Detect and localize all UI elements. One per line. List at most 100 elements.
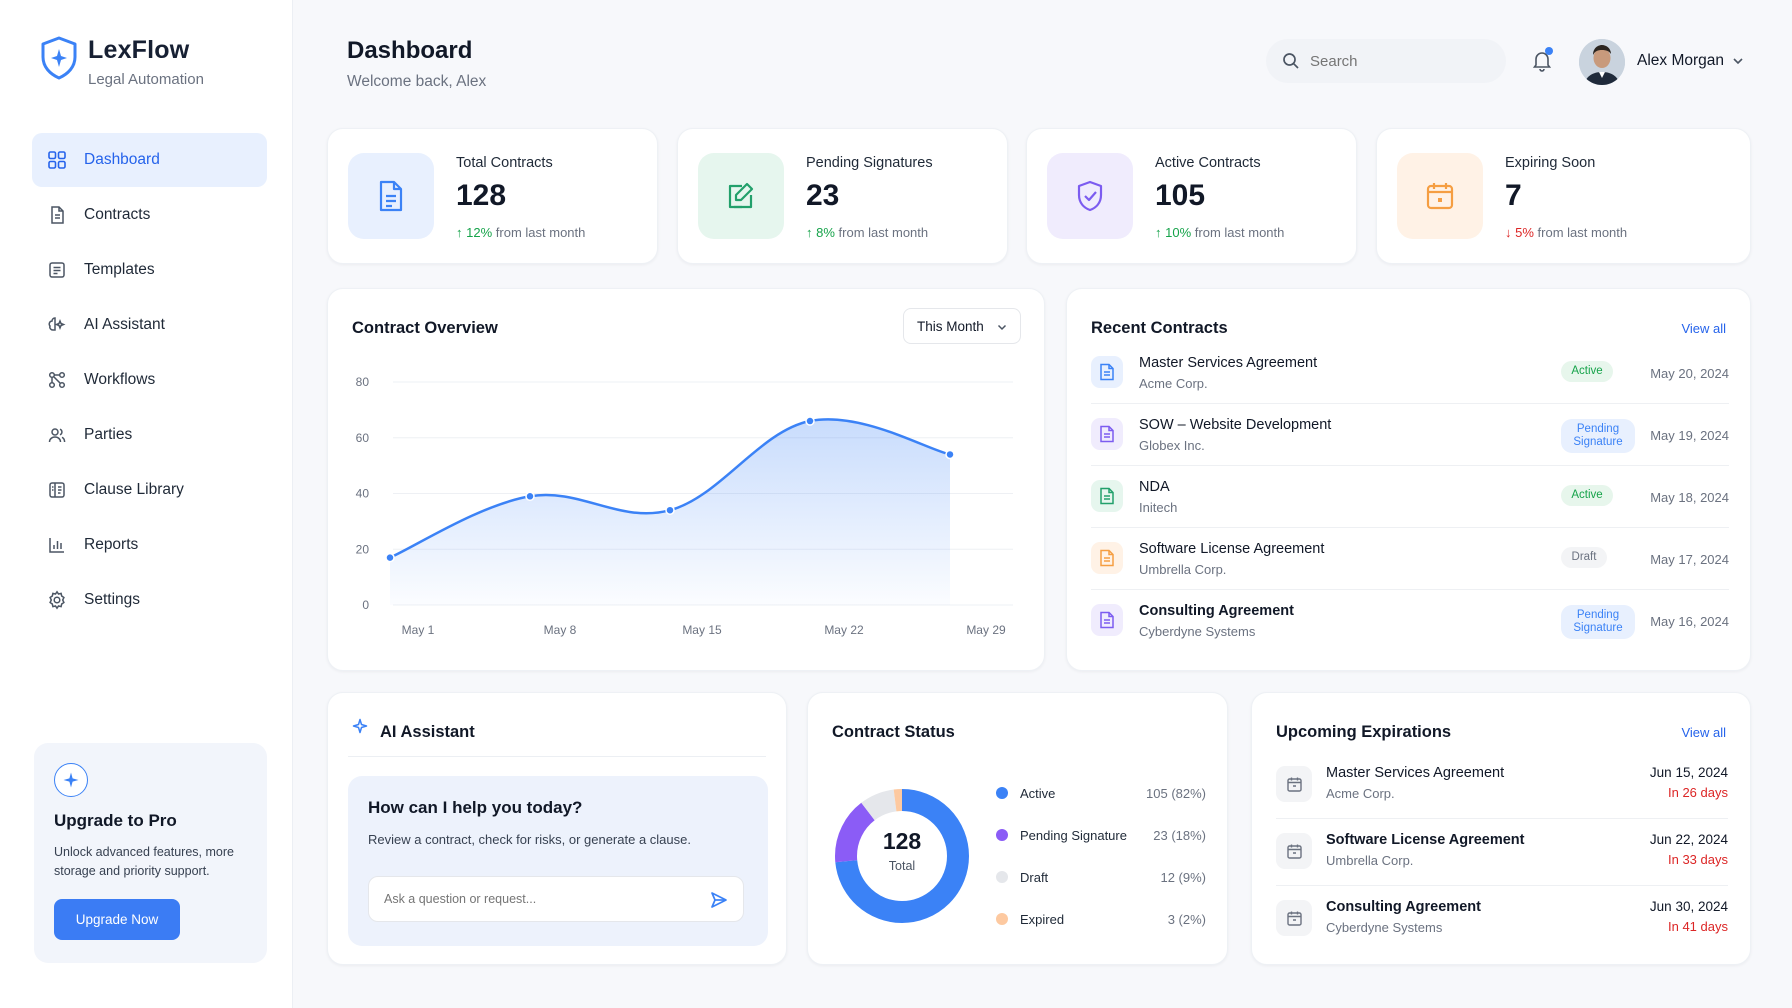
view-all-link[interactable]: View all <box>1681 725 1726 740</box>
table-row[interactable]: SOW – Website Development Globex Inc. Pe… <box>1091 404 1729 466</box>
stat-label: Pending Signatures <box>806 155 933 171</box>
document-icon <box>1091 480 1123 512</box>
sidebar-item-workflows[interactable]: Workflows <box>32 353 267 407</box>
sidebar-item-label: Workflows <box>84 371 156 388</box>
brand[interactable]: LexFlow Legal Automation <box>40 36 204 88</box>
sidebar-item-parties[interactable]: Parties <box>32 408 267 462</box>
library-icon <box>46 479 68 501</box>
contract-name: Master Services Agreement <box>1139 355 1318 371</box>
stat-change-suffix: from last month <box>495 225 586 240</box>
sparkle-icon <box>352 718 368 734</box>
ai-question-input[interactable] <box>384 892 684 906</box>
range-dropdown[interactable]: This Month <box>903 308 1021 344</box>
shield-check-icon <box>1047 153 1133 239</box>
avatar[interactable] <box>1579 39 1625 85</box>
sidebar-item-label: Dashboard <box>84 151 160 168</box>
contract-date: May 17, 2024 <box>1650 552 1729 567</box>
legend-value: 12 (9%) <box>1160 870 1206 885</box>
status-badge: Active <box>1561 361 1613 382</box>
upgrade-now-button[interactable]: Upgrade Now <box>54 899 180 940</box>
workflow-icon <box>46 369 68 391</box>
stat-card-expiring-soon[interactable]: Expiring Soon 7 ↓ 5% from last month <box>1376 128 1751 264</box>
card-title: Contract Status <box>832 723 955 741</box>
upcoming-expirations-card: Upcoming Expirations View all Master Ser… <box>1251 692 1751 965</box>
status-badge: Draft <box>1561 547 1607 568</box>
sidebar-item-contracts[interactable]: Contracts <box>32 188 267 242</box>
contract-overview-chart: 0 20 40 60 80 May 1 May 8 May 15 May 22 May 29 <box>356 375 1013 637</box>
list-item[interactable]: Consulting Agreement Cyberdyne Systems J… <box>1276 886 1728 953</box>
brand-subtitle: Legal Automation <box>88 71 204 88</box>
grid-icon <box>46 149 68 171</box>
y-tick-label: 80 <box>356 375 370 389</box>
chart-data-point <box>805 416 815 426</box>
expiration-countdown: In 41 days <box>1668 919 1728 934</box>
contract-name: SOW – Website Development <box>1139 417 1332 433</box>
card-title: Contract Overview <box>352 319 498 337</box>
search-box[interactable] <box>1266 39 1506 83</box>
stat-label: Expiring Soon <box>1505 155 1596 171</box>
stat-card-active-contracts[interactable]: Active Contracts 105 ↑ 10% from last mon… <box>1026 128 1357 264</box>
legend-dot <box>996 913 1008 925</box>
sidebar-item-clause-library[interactable]: Clause Library <box>32 463 267 517</box>
calendar-icon <box>1276 766 1312 802</box>
contract-date: May 19, 2024 <box>1650 428 1729 443</box>
view-all-link[interactable]: View all <box>1681 321 1726 336</box>
x-tick-label: May 1 <box>402 623 435 637</box>
document-icon <box>1091 356 1123 388</box>
sidebar-item-label: Templates <box>84 261 155 278</box>
recent-contracts-card: Recent Contracts View all Master Service… <box>1066 288 1751 671</box>
sidebar-item-reports[interactable]: Reports <box>32 518 267 572</box>
stat-change: ↑ 8% from last month <box>806 225 928 240</box>
bar-chart-icon <box>46 534 68 556</box>
contract-date: May 16, 2024 <box>1650 614 1729 629</box>
page-subtitle: Welcome back, Alex <box>347 73 487 90</box>
expiration-date: Jun 15, 2024 <box>1649 765 1728 780</box>
upgrade-card: Upgrade to Pro Unlock advanced features,… <box>34 743 267 963</box>
sidebar-item-ai-assistant[interactable]: AI Assistant <box>32 298 267 352</box>
stat-card-total-contracts[interactable]: Total Contracts 128 ↑ 12% from last mont… <box>327 128 658 264</box>
contract-party: Umbrella Corp. <box>1139 562 1227 577</box>
stat-card-pending-signatures[interactable]: Pending Signatures 23 ↑ 8% from last mon… <box>677 128 1008 264</box>
chevron-down-icon[interactable] <box>1731 54 1745 68</box>
sidebar-item-dashboard[interactable]: Dashboard <box>32 133 267 187</box>
contract-party: Initech <box>1139 500 1178 515</box>
page-title: Dashboard <box>347 37 473 64</box>
sidebar-item-label: Parties <box>84 426 133 443</box>
contract-status-donut <box>835 789 969 923</box>
donut-total: 128 <box>882 828 922 854</box>
sidebar-item-templates[interactable]: Templates <box>32 243 267 297</box>
stat-change-suffix: from last month <box>1537 225 1628 240</box>
list-item[interactable]: Software License Agreement Umbrella Corp… <box>1276 819 1728 886</box>
upgrade-title: Upgrade to Pro <box>54 811 177 830</box>
list-item[interactable]: Master Services Agreement Acme Corp. Jun… <box>1276 752 1728 819</box>
table-row[interactable]: Master Services Agreement Acme Corp. Act… <box>1091 342 1729 404</box>
table-row[interactable]: NDA Initech Active May 18, 2024 <box>1091 466 1729 528</box>
table-row[interactable]: Software License Agreement Umbrella Corp… <box>1091 528 1729 590</box>
sidebar-item-settings[interactable]: Settings <box>32 573 267 627</box>
divider <box>348 756 766 757</box>
chart-data-point <box>385 552 395 563</box>
notification-dot <box>1545 47 1553 55</box>
legend-dot <box>996 871 1008 883</box>
legend-dot <box>996 829 1008 841</box>
card-title: Recent Contracts <box>1091 319 1228 337</box>
legend-label: Expired <box>1020 912 1065 927</box>
contract-name: NDA <box>1139 479 1170 495</box>
expiration-party: Cyberdyne Systems <box>1326 920 1443 935</box>
stat-value: 105 <box>1155 179 1206 212</box>
bell-icon[interactable] <box>1530 48 1554 72</box>
user-name[interactable]: Alex Morgan <box>1637 52 1725 69</box>
expiration-party: Acme Corp. <box>1326 786 1395 801</box>
send-icon[interactable] <box>709 890 729 910</box>
calendar-icon <box>1397 153 1483 239</box>
ai-assistant-card: AI Assistant How can I help you today? R… <box>327 692 787 965</box>
expiration-name: Software License Agreement <box>1326 832 1525 848</box>
expiration-date: Jun 30, 2024 <box>1649 899 1728 914</box>
stat-change-suffix: from last month <box>838 225 929 240</box>
table-row[interactable]: Consulting Agreement Cyberdyne Systems P… <box>1091 590 1729 652</box>
stat-change: ↑ 12% from last month <box>456 225 585 240</box>
search-input[interactable] <box>1310 52 1490 70</box>
chart-data-point <box>665 505 675 515</box>
stat-change-suffix: from last month <box>1194 225 1285 240</box>
ai-input-field[interactable] <box>368 876 744 922</box>
